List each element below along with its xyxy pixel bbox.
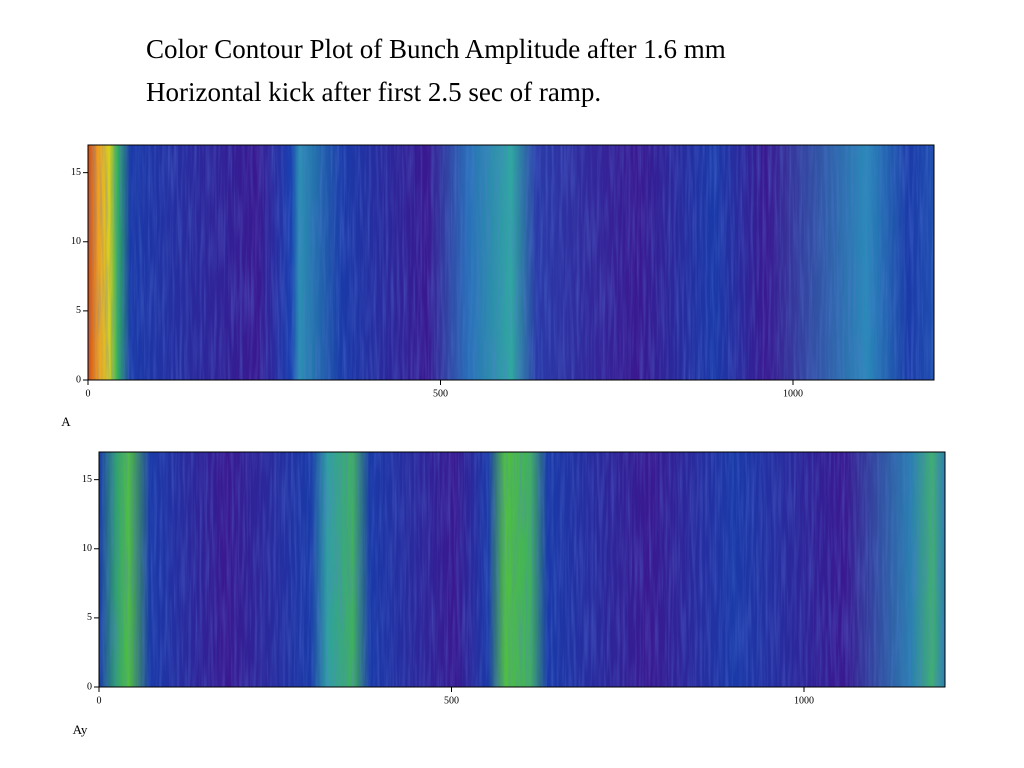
x-tick-label: 1000 [794, 695, 814, 706]
plot-frame [87, 144, 935, 381]
x-tick-label: 500 [433, 388, 448, 399]
y-tick-label: 15 [71, 167, 81, 178]
x-axis-label: Ay [73, 722, 88, 737]
plot-frame [98, 451, 946, 688]
x-tick-label: 0 [97, 695, 102, 706]
y-tick-label: 10 [82, 543, 92, 554]
heatmap-texture [88, 145, 934, 380]
x-axis-label: A [61, 414, 71, 429]
title-line: Color Contour Plot of Bunch Amplitude af… [146, 34, 726, 64]
x-tick-label: 500 [444, 695, 459, 706]
y-tick-label: 5 [76, 305, 81, 316]
title-line: Horizontal kick after first 2.5 sec of r… [146, 77, 601, 107]
heatmap-texture [99, 452, 945, 687]
y-tick-label: 0 [76, 374, 81, 385]
y-tick-label: 0 [87, 681, 92, 692]
x-tick-label: 0 [86, 388, 91, 399]
y-tick-label: 10 [71, 236, 81, 247]
x-tick-label: 1000 [783, 388, 803, 399]
y-tick-label: 15 [82, 474, 92, 485]
y-tick-label: 5 [87, 612, 92, 623]
